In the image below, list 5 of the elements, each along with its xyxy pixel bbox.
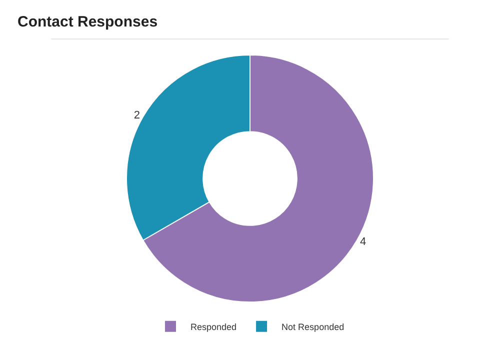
legend-label: Not Responded [282,322,344,332]
data-label: 2 [134,109,140,122]
data-label: 4 [360,236,366,248]
legend-label: Responded [190,322,237,332]
chart-title: Contact Responses [18,13,158,30]
